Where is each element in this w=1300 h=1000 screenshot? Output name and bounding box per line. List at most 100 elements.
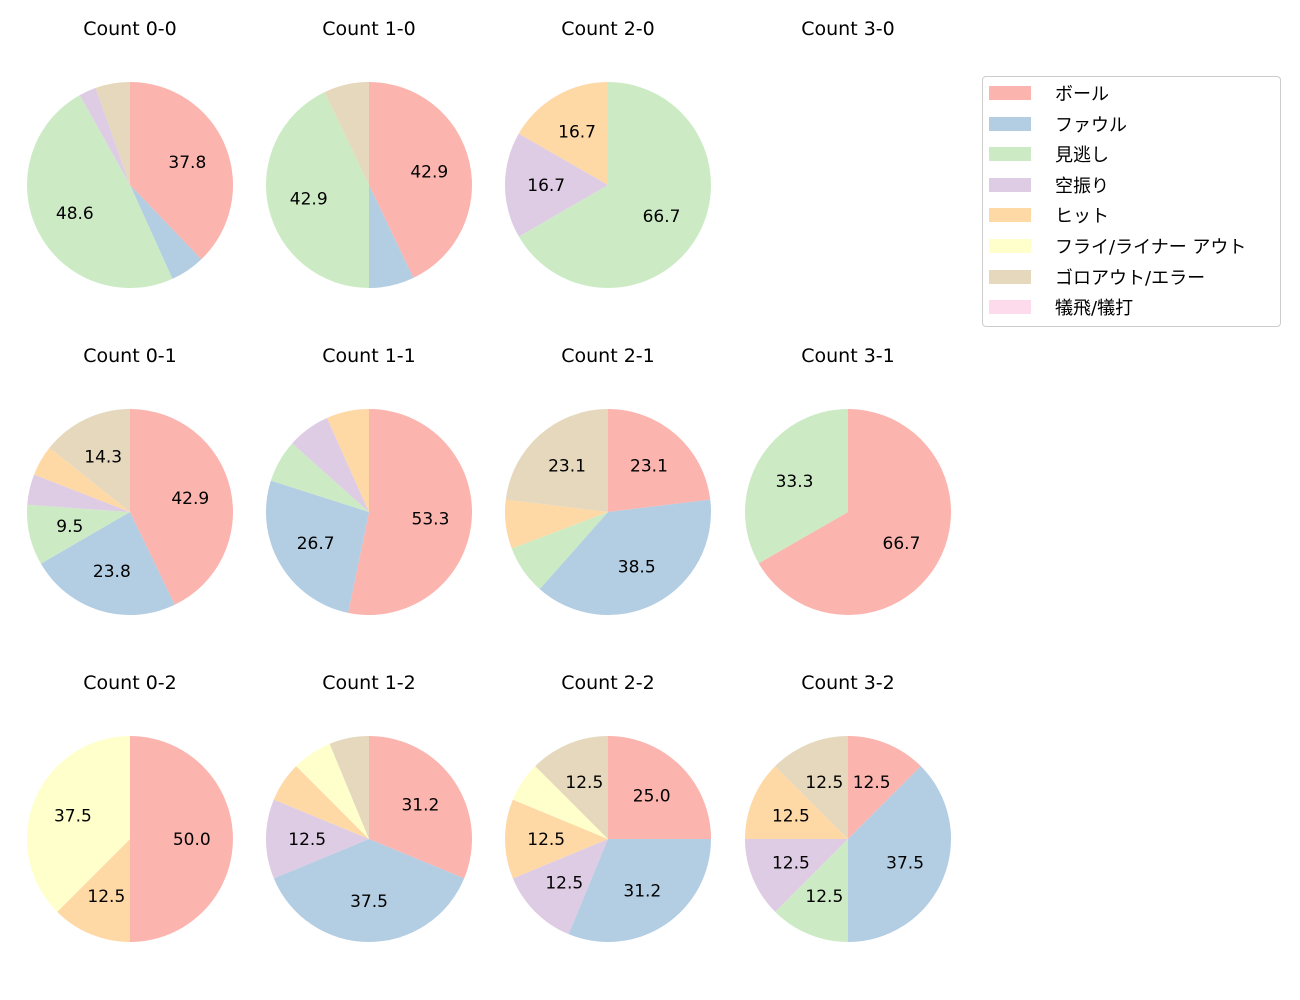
legend-item: 空振り — [989, 173, 1109, 197]
slice-label: 33.3 — [776, 472, 814, 492]
slice-label: 42.9 — [290, 190, 328, 210]
slice-label: 31.2 — [401, 796, 439, 816]
pie-title: Count 0-1 — [83, 345, 177, 367]
pie-slice — [608, 409, 711, 512]
pie-slice — [369, 82, 472, 278]
slice-label: 53.3 — [412, 509, 450, 529]
legend-label: ファウル — [1055, 114, 1127, 136]
slice-label: 37.5 — [886, 854, 924, 874]
slice-label: 12.5 — [805, 887, 843, 907]
pie-slice — [744, 409, 848, 564]
slice-label: 16.7 — [527, 176, 565, 196]
legend-label: 見逃し — [1055, 145, 1109, 167]
pie-slice — [745, 766, 848, 839]
slice-label: 14.3 — [84, 447, 122, 467]
pie-slice — [369, 736, 472, 879]
pie-slice — [511, 512, 608, 590]
pie-slice — [130, 185, 202, 279]
legend-swatch — [989, 300, 1031, 315]
slice-label: 12.5 — [853, 773, 891, 793]
slice-label: 37.5 — [54, 806, 92, 826]
legend-label: フライ/ライナー アウト — [1055, 237, 1247, 258]
legend-label: ゴロアウト/エラー — [1055, 267, 1206, 289]
pie-slice — [518, 82, 608, 185]
pie-title: Count 3-1 — [801, 345, 895, 367]
pie-slice — [326, 409, 369, 512]
pie-slice — [848, 736, 921, 839]
slice-label: 42.9 — [171, 489, 209, 509]
pie-slice — [270, 443, 369, 512]
pie-slice — [27, 474, 130, 512]
pie-slice — [324, 82, 369, 185]
pie-slice — [505, 799, 608, 879]
pie-slice — [292, 417, 369, 512]
legend-swatch — [989, 208, 1031, 223]
pie-title: Count 1-2 — [322, 672, 416, 694]
pie-slice — [40, 512, 175, 615]
legend-swatch — [989, 86, 1031, 100]
slice-label: 12.5 — [87, 887, 125, 907]
pie-slice — [273, 839, 465, 943]
slice-label: 12.5 — [805, 773, 843, 793]
slice-label: 25.0 — [633, 786, 671, 806]
pie-slice — [369, 185, 414, 288]
legend-item: 犠飛/犠打 — [989, 295, 1133, 319]
pie-slice — [79, 87, 130, 185]
pie-slice — [775, 839, 848, 942]
pie-title: Count 2-1 — [561, 345, 655, 367]
pie-slice — [26, 95, 173, 289]
legend-label: ヒット — [1055, 206, 1109, 228]
legend-swatch — [989, 116, 1031, 131]
slice-label: 23.1 — [630, 457, 668, 477]
legend-swatch — [989, 177, 1031, 192]
slice-label: 16.7 — [558, 122, 596, 142]
pie-slice — [518, 82, 712, 288]
slice-label: 66.7 — [643, 207, 681, 227]
pie-count-3-2: Count 3-2 12.5 37.5 12.5 12.5 12.5 12.5 — [745, 672, 951, 942]
pie-slice — [27, 736, 131, 912]
pie-title: Count 0-0 — [83, 18, 177, 40]
slice-label: 12.5 — [772, 806, 810, 826]
legend-swatch — [989, 239, 1031, 253]
pie-count-2-0: Count 2-0 66.7 16.7 16.7 — [505, 18, 712, 288]
legend-item: ボール — [989, 81, 1109, 105]
legend-label: 犠飛/犠打 — [1055, 298, 1134, 320]
pie-slice — [95, 82, 130, 185]
pie-slice — [266, 799, 369, 879]
legend-label: ボール — [1055, 84, 1109, 105]
slice-label: 37.8 — [168, 153, 206, 173]
slice-label: 12.5 — [545, 874, 583, 894]
pie-slice — [265, 92, 369, 288]
pie-slice — [348, 409, 472, 615]
pie-count-2-1: Count 2-1 23.1 38.5 23.1 — [504, 345, 711, 616]
pie-slice — [539, 499, 711, 616]
pie-count-0-1: Count 0-1 42.9 23.8 9.5 14.3 — [26, 345, 234, 615]
pie-slice — [266, 480, 369, 613]
pie-title: Count 3-0 — [801, 18, 895, 40]
legend-item: フライ/ライナー アウト — [989, 234, 1246, 258]
pie-slice — [130, 736, 233, 942]
legend: ボールファウル見逃し空振りヒットフライ/ライナー アウト ゴロアウト/エラー 犠飛/… — [982, 76, 1281, 327]
pie-slice — [535, 736, 608, 839]
pie-slice — [512, 839, 608, 935]
slice-label: 26.7 — [297, 534, 335, 554]
slice-label: 37.5 — [350, 892, 388, 912]
pie-count-0-0: Count 0-0 37.8 48.6 — [26, 18, 233, 289]
pie-slice — [130, 409, 234, 605]
legend-swatch — [989, 147, 1031, 162]
pie-slice — [505, 133, 608, 237]
pie-slice — [568, 839, 711, 942]
legend-label: 空振り — [1055, 175, 1109, 197]
pie-count-2-2: Count 2-2 25.0 31.2 12.5 12.5 12.5 — [505, 672, 711, 942]
legend-swatch — [989, 269, 1031, 284]
pie-count-3-1: Count 3-1 66.7 33.3 — [744, 345, 951, 615]
pie-slice — [49, 409, 130, 512]
slice-label: 50.0 — [173, 830, 211, 850]
pie-slice — [26, 504, 131, 564]
slice-label: 31.2 — [623, 881, 661, 901]
pie-slice — [505, 409, 608, 512]
pie-slice — [848, 766, 951, 942]
pie-title: Count 2-0 — [561, 18, 655, 40]
legend-item: ゴロアウト/エラー — [989, 265, 1205, 289]
